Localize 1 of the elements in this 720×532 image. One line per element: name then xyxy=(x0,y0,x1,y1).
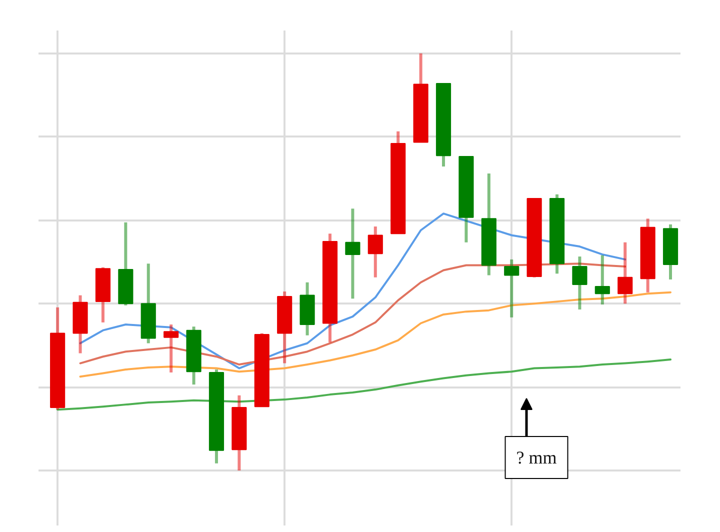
annotation: ? mm xyxy=(516,448,557,468)
